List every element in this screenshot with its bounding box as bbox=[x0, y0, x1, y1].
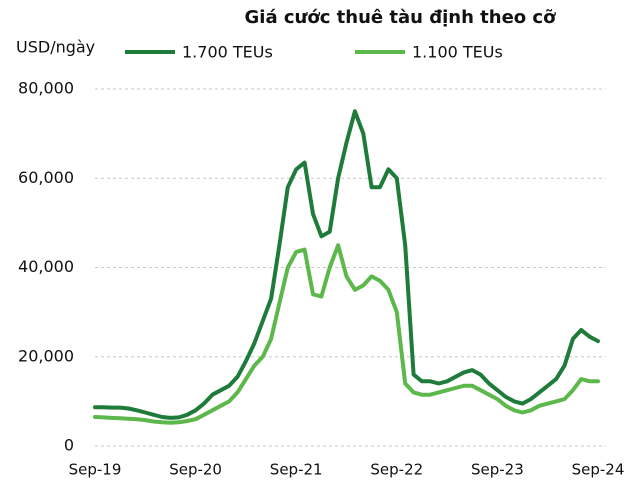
x-tick-label: Sep-22 bbox=[370, 461, 423, 479]
legend-label: 1.700 TEUs bbox=[182, 43, 273, 62]
x-tick-label: Sep-21 bbox=[270, 461, 323, 479]
x-tick-label: Sep-23 bbox=[471, 461, 524, 479]
chart-title: Giá cước thuê tàu định theo cỡ bbox=[245, 7, 557, 28]
y-axis-label: USD/ngày bbox=[16, 38, 95, 57]
y-tick-label: 0 bbox=[64, 436, 74, 455]
x-tick-label: Sep-20 bbox=[169, 461, 222, 479]
line-series bbox=[93, 243, 600, 425]
y-tick-label: 20,000 bbox=[18, 346, 74, 365]
y-tick-label: 80,000 bbox=[18, 79, 74, 98]
y-tick-label: 60,000 bbox=[18, 168, 74, 187]
line-series bbox=[93, 109, 600, 420]
x-tick-label: Sep-24 bbox=[572, 461, 625, 479]
x-tick-label: Sep-19 bbox=[69, 461, 122, 479]
legend-label: 1.100 TEUs bbox=[412, 43, 503, 62]
y-tick-label: 40,000 bbox=[18, 257, 74, 276]
